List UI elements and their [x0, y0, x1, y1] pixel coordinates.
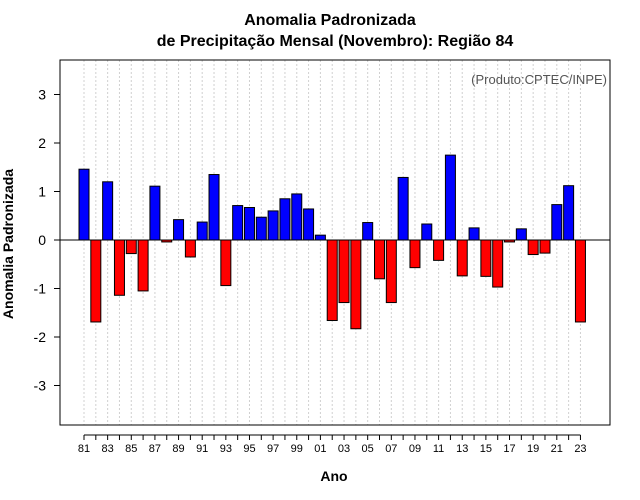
bar-13	[456, 239, 468, 277]
bar-89	[173, 219, 185, 241]
x-tick-label: 07	[385, 443, 397, 455]
x-tick-label: 95	[243, 443, 255, 455]
x-tick-label: 15	[480, 443, 492, 455]
bar-06	[374, 239, 385, 280]
bar-16	[492, 239, 504, 288]
x-tick-label: 91	[196, 443, 208, 455]
vertical-gridlines	[83, 60, 581, 425]
bar-85	[125, 239, 137, 255]
bar-96	[255, 216, 267, 241]
bar-82	[90, 239, 102, 323]
bar-08	[397, 176, 409, 241]
bar-14	[468, 227, 480, 241]
x-tick-label: 93	[220, 443, 232, 455]
x-tick-label: 87	[149, 443, 161, 455]
x-tick-label: 01	[314, 443, 326, 455]
x-tick-label: 13	[456, 443, 468, 455]
x-tick-label: 05	[362, 443, 374, 455]
x-tick-label: 89	[172, 443, 184, 455]
bar-02	[326, 239, 338, 322]
bar-04	[350, 239, 362, 330]
x-tick-label: 83	[102, 443, 114, 455]
bar-21	[551, 204, 563, 241]
bar-93	[220, 239, 232, 287]
x-axis-label: Ano	[320, 468, 347, 484]
chart-subtitle: de Precipitação Mensal (Novembro): Regiã…	[157, 33, 514, 50]
bar-22	[563, 185, 575, 241]
bar-09	[409, 239, 421, 269]
bar-11	[433, 239, 445, 261]
bar-90	[184, 239, 196, 258]
y-tick-label: -2	[34, 329, 47, 345]
x-tick-label: 17	[503, 443, 515, 455]
bar-97	[267, 210, 279, 241]
bar-12	[444, 154, 456, 241]
bar-05	[362, 222, 374, 241]
plot-frame	[59, 59, 611, 426]
bar-series	[78, 154, 586, 330]
y-tick-label: -1	[34, 281, 47, 297]
bar-03	[338, 239, 350, 304]
x-tick-label: 99	[291, 443, 303, 455]
bar-10	[421, 223, 433, 241]
x-tick-label: 03	[338, 443, 350, 455]
bar-19	[527, 239, 539, 256]
y-axis-label: Anomalia Padronizada	[0, 169, 16, 319]
bar-15	[480, 239, 492, 277]
x-axis: 81 83 85 87 89 91 93 95 97 99 01 03 05 07 09 11 13 15 17 19…	[78, 434, 587, 455]
x-tick-label: 23	[574, 443, 586, 455]
x-tick-label: 21	[551, 443, 563, 455]
bar-92	[208, 174, 220, 241]
y-axis: -3 -2 -1 0 1 2 3	[34, 87, 60, 394]
x-tick-label: 97	[267, 443, 279, 455]
bar-23	[574, 239, 586, 323]
x-tick-label: 11	[433, 443, 444, 455]
bar-01	[314, 234, 326, 241]
x-tick-label: 81	[78, 443, 90, 455]
x-tick-label: 85	[125, 443, 137, 455]
bar-98	[279, 198, 291, 241]
y-tick-label: 1	[38, 184, 46, 200]
bar-87	[149, 185, 161, 241]
y-tick-label: 0	[38, 232, 46, 248]
x-tick-label: 09	[409, 443, 421, 455]
x-tick-label: 19	[527, 443, 539, 455]
bar-91	[196, 221, 208, 241]
bar-07	[385, 239, 397, 304]
bar-83	[102, 181, 114, 241]
bar-86	[137, 239, 149, 292]
bar-94	[232, 205, 244, 241]
bar-95	[243, 207, 255, 241]
bar-20	[539, 239, 551, 254]
chart-title: Anomalia Padronizada	[244, 12, 416, 29]
credit-label: (Produto:CPTEC/INPE)	[471, 72, 607, 87]
bar-84	[113, 239, 125, 296]
bar-00	[303, 208, 315, 241]
y-tick-label: 3	[38, 87, 46, 103]
bar-18	[515, 228, 527, 241]
bar-81	[78, 168, 90, 241]
bar-99	[291, 193, 303, 241]
y-tick-label: 2	[38, 135, 46, 151]
y-tick-label: -3	[34, 378, 47, 394]
